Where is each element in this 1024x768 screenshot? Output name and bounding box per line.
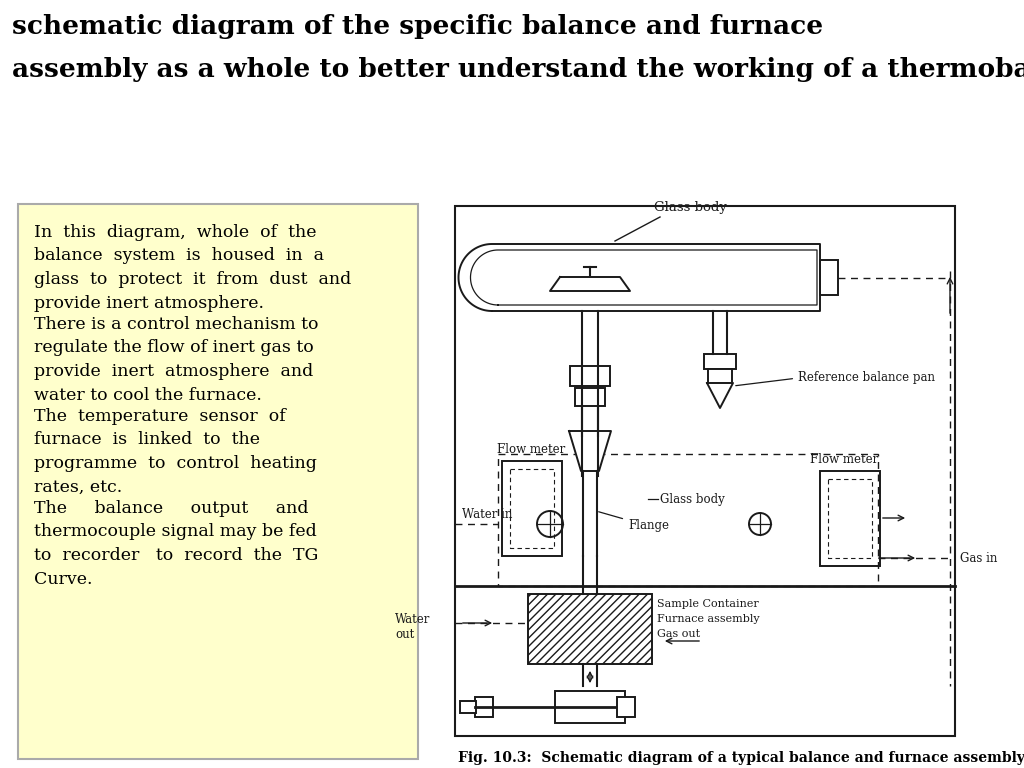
Bar	[820, 471, 880, 566]
Bar	[475, 697, 493, 717]
Text: There is a control mechanism to
regulate the flow of inert gas to
provide  inert: There is a control mechanism to regulate…	[34, 316, 318, 403]
Text: Gas in: Gas in	[961, 551, 997, 564]
Text: COMPETITIVE: COMPETITIVE	[556, 500, 954, 552]
Bar	[18, 204, 418, 759]
Bar	[617, 697, 635, 717]
Text: Reference balance pan: Reference balance pan	[736, 372, 935, 386]
Text: The     balance     output     and
thermocouple signal may be fed
to  recorder  : The balance output and thermocouple sign…	[34, 500, 318, 588]
Polygon shape	[569, 431, 611, 471]
Bar	[502, 461, 562, 556]
Bar	[528, 594, 652, 664]
Text: Furnace assembly: Furnace assembly	[657, 614, 760, 624]
Bar	[820, 260, 838, 295]
Bar	[498, 454, 878, 586]
Bar	[705, 354, 736, 369]
Text: Glass body: Glass body	[660, 492, 725, 505]
Text: Flange: Flange	[599, 511, 669, 532]
Text: Water
out: Water out	[395, 613, 430, 641]
Text: Sample Container: Sample Container	[657, 599, 759, 609]
Bar	[708, 369, 732, 383]
Bar	[460, 701, 476, 713]
Bar	[555, 691, 625, 723]
Text: The  temperature  sensor  of
furnace  is  linked  to  the
programme  to  control: The temperature sensor of furnace is lin…	[34, 408, 316, 495]
Bar	[570, 366, 610, 386]
Text: PREPARE: PREPARE	[537, 409, 923, 483]
Bar	[575, 388, 605, 406]
Text: Flow meter: Flow meter	[810, 453, 879, 466]
Bar	[510, 469, 554, 548]
Text: Gas out: Gas out	[657, 629, 700, 639]
Text: Fig. 10.3:  Schematic diagram of a typical balance and furnace assembly: Fig. 10.3: Schematic diagram of a typica…	[458, 751, 1024, 765]
Text: schematic diagram of the specific balance and furnace: schematic diagram of the specific balanc…	[12, 15, 823, 39]
Text: assembly as a whole to better understand the working of a thermobalance.: assembly as a whole to better understand…	[12, 57, 1024, 81]
Polygon shape	[707, 383, 733, 408]
Text: In  this  diagram,  whole  of  the
balance  system  is  housed  in  a
glass  to : In this diagram, whole of the balance sy…	[34, 224, 351, 312]
Bar	[455, 206, 955, 736]
Text: Flow meter: Flow meter	[497, 443, 565, 456]
Bar	[828, 479, 872, 558]
Text: Water in: Water in	[462, 508, 512, 521]
Text: Glass body: Glass body	[653, 201, 726, 214]
